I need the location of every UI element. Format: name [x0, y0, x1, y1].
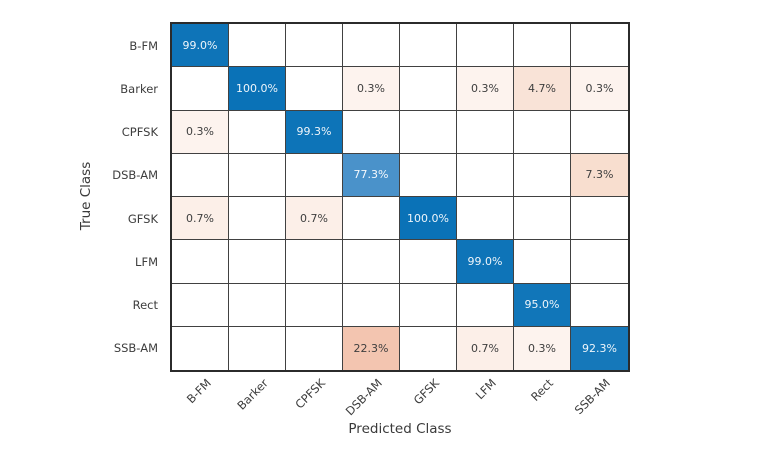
- matrix-cell: [286, 240, 343, 284]
- matrix-cell: [172, 326, 229, 370]
- matrix-cell: [400, 240, 457, 284]
- x-axis-tick-labels: B-FM Barker CPFSK DSB-AM GFSK LFM Rect SSB-AM: [170, 376, 626, 420]
- matrix-cell: 0.3%: [514, 326, 571, 370]
- matrix-cell: 99.0%: [172, 24, 229, 68]
- matrix-cell: [400, 326, 457, 370]
- y-tick-label: LFM: [135, 254, 158, 269]
- x-tick-label: Rect: [528, 376, 556, 404]
- matrix-cell: 0.7%: [457, 326, 514, 370]
- matrix-cell: 0.3%: [571, 67, 628, 111]
- matrix-cell: [172, 283, 229, 327]
- y-tick-label: Rect: [132, 298, 158, 313]
- y-tick-label: B-FM: [129, 38, 158, 53]
- matrix-grid: 99.0% 100.0% 0.3% 0.3% 4.7% 0.3% 0.3% 99.3% 77.3…: [170, 22, 630, 372]
- matrix-cell: [571, 284, 628, 327]
- matrix-cell: [400, 110, 457, 154]
- matrix-cell: [514, 197, 571, 241]
- matrix-cell: [514, 240, 571, 284]
- x-tick-label: SSB-AM: [571, 376, 613, 418]
- matrix-cell: [286, 326, 343, 370]
- matrix-cell: [514, 24, 571, 68]
- matrix-cell: 100.0%: [229, 67, 286, 111]
- matrix-cell: [457, 110, 514, 154]
- y-axis-tick-labels: B-FM Barker CPFSK DSB-AM GFSK LFM Rect SSB-AM: [0, 24, 164, 370]
- matrix-cell: [400, 283, 457, 327]
- matrix-cell: [457, 24, 514, 68]
- matrix-cell: [400, 153, 457, 197]
- matrix-cell: [229, 283, 286, 327]
- matrix-cell: [229, 153, 286, 197]
- matrix-cell: 4.7%: [514, 67, 571, 111]
- matrix-cell: [229, 197, 286, 241]
- matrix-cell: [229, 326, 286, 370]
- matrix-cell: [343, 110, 400, 154]
- matrix-cell: 95.0%: [514, 283, 571, 327]
- matrix-cell: 77.3%: [343, 153, 400, 197]
- matrix-cell: [343, 197, 400, 241]
- x-tick-label: CPFSK: [292, 376, 328, 412]
- matrix-cell: [286, 153, 343, 197]
- matrix-cell: 99.0%: [457, 240, 514, 284]
- matrix-cell: 7.3%: [571, 153, 628, 197]
- matrix-cell: [343, 24, 400, 68]
- y-tick-label: SSB-AM: [113, 341, 158, 356]
- matrix-cell: [172, 240, 229, 284]
- x-tick-label: B-FM: [183, 376, 214, 407]
- x-tick-label: LFM: [472, 376, 499, 403]
- matrix-cell: [343, 283, 400, 327]
- matrix-cell: [229, 110, 286, 154]
- x-tick-label: GFSK: [410, 376, 442, 408]
- x-axis-title: Predicted Class: [348, 421, 452, 437]
- matrix-cell: [571, 240, 628, 284]
- matrix-cell: [571, 197, 628, 241]
- matrix-cell: 100.0%: [400, 197, 457, 241]
- x-tick-label: DSB-AM: [342, 376, 385, 419]
- matrix-cell: [286, 24, 343, 68]
- matrix-cell: [400, 24, 457, 68]
- matrix-cell: 0.3%: [343, 67, 400, 111]
- matrix-cell: 92.3%: [571, 326, 628, 370]
- matrix-cell: 0.7%: [172, 197, 229, 241]
- matrix-cell: [457, 283, 514, 327]
- matrix-cell: [229, 24, 286, 68]
- matrix-cell: [457, 197, 514, 241]
- matrix-cell: [343, 240, 400, 284]
- matrix-cell: 0.3%: [457, 67, 514, 111]
- y-tick-label: GFSK: [127, 211, 158, 226]
- matrix-cell: [172, 153, 229, 197]
- y-tick-label: CPFSK: [121, 125, 158, 140]
- matrix-cell: [514, 110, 571, 154]
- x-tick-label: Barker: [234, 376, 271, 413]
- matrix-cell: [514, 153, 571, 197]
- matrix-cell: [571, 111, 628, 154]
- matrix-cell: [229, 240, 286, 284]
- matrix-cell: 22.3%: [343, 326, 400, 370]
- matrix-cell: [286, 283, 343, 327]
- matrix-cell: 0.7%: [286, 197, 343, 241]
- matrix-cell: [400, 67, 457, 111]
- matrix-cell: [571, 24, 628, 68]
- y-tick-label: DSB-AM: [112, 168, 158, 183]
- y-tick-label: Barker: [120, 81, 158, 96]
- matrix-cell: 0.3%: [172, 110, 229, 154]
- matrix-cell: [457, 153, 514, 197]
- matrix-cell: [286, 67, 343, 111]
- matrix-cell: [172, 67, 229, 111]
- matrix-cell: 99.3%: [286, 110, 343, 154]
